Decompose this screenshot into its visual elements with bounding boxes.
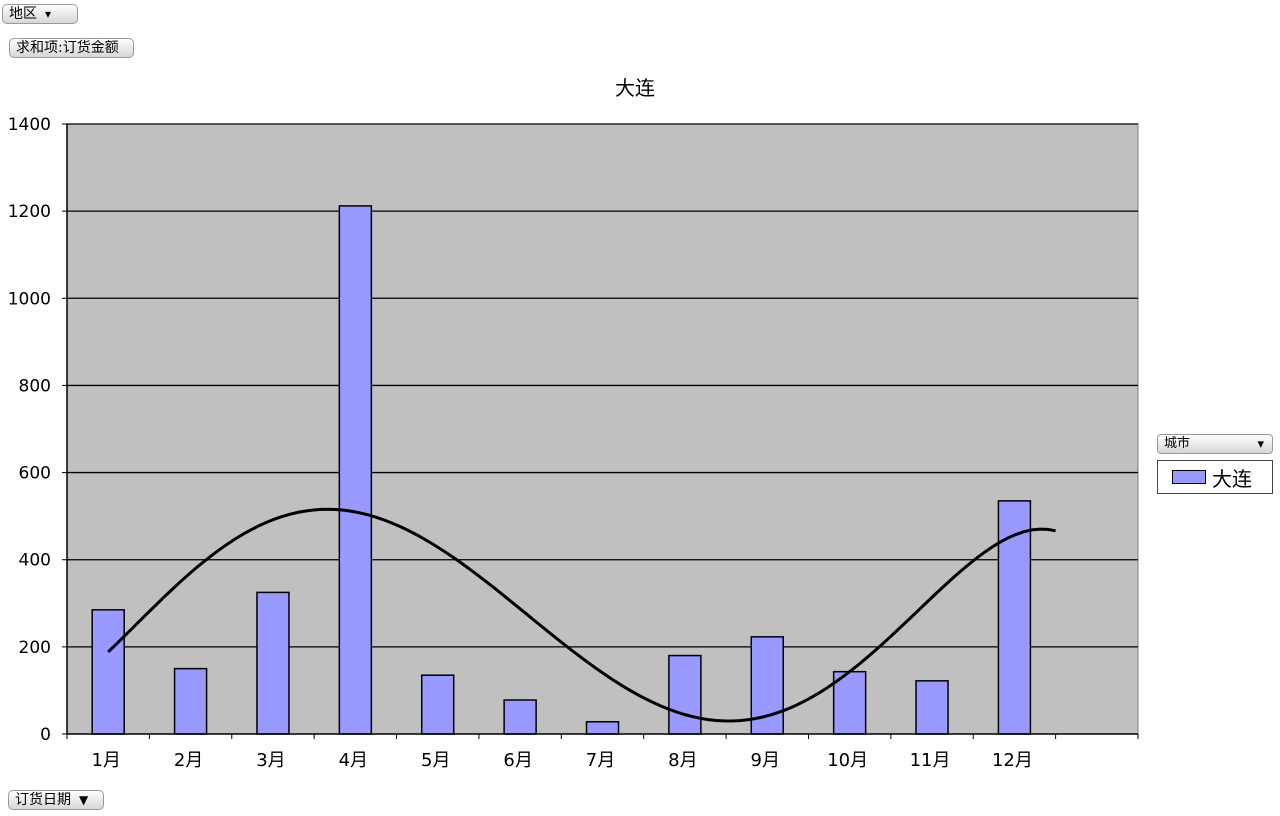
- y-tick-label: 600: [19, 464, 51, 484]
- bar: [668, 654, 702, 735]
- filter-dropdown-icon[interactable]: ▾: [1257, 437, 1264, 452]
- category-field-button[interactable]: 订货日期 ▼: [8, 790, 104, 810]
- x-tick-label: 11月: [910, 750, 951, 771]
- legend-field-button[interactable]: 城市 ▾: [1157, 434, 1273, 454]
- y-tick-label: 0: [40, 725, 51, 745]
- y-tick-label: 1200: [8, 202, 51, 222]
- bar: [338, 205, 373, 735]
- legend-field-label: 城市: [1164, 436, 1191, 451]
- y-tick-label: 200: [19, 638, 51, 658]
- bar: [503, 699, 537, 735]
- plot-area: [66, 123, 1139, 735]
- x-tick-label: 2月: [174, 750, 203, 771]
- y-tick-label: 800: [19, 376, 51, 396]
- plot-background: [66, 123, 1139, 735]
- bar: [915, 680, 949, 735]
- data-field-label: 求和项:订货金额: [16, 40, 119, 56]
- legend: 城市 ▾ 大连: [1157, 434, 1273, 494]
- x-tick-label: 8月: [668, 750, 697, 771]
- x-tick-label: 7月: [586, 750, 615, 771]
- x-tick-label: 12月: [992, 750, 1033, 771]
- legend-swatch: [1172, 470, 1206, 484]
- page-filter-label: 地区: [9, 6, 37, 22]
- y-tick-label: 1400: [8, 115, 51, 135]
- x-tick-label: 5月: [421, 750, 450, 771]
- bar: [585, 721, 620, 735]
- x-tick-label: 9月: [751, 750, 780, 771]
- x-tick-label: 1月: [91, 750, 120, 771]
- y-tick-label: 1000: [8, 289, 51, 309]
- bar: [420, 674, 455, 735]
- page-filter-region[interactable]: 地区 ▾: [2, 4, 78, 24]
- trendline: [107, 507, 1056, 723]
- legend-label: 大连: [1212, 466, 1252, 491]
- chart-title: 大连: [615, 76, 655, 100]
- bar: [173, 667, 208, 735]
- gridlines: [67, 123, 1138, 648]
- y-tick-label: 400: [19, 551, 51, 571]
- x-tick-label: 4月: [339, 750, 368, 771]
- axes: 0 200 400 600 800 1000 1200 1400 1月 2月 3月 4月 5月 6月 7月 8…: [8, 115, 1139, 771]
- bar-series: [91, 205, 1032, 735]
- legend-entry: 大连: [1157, 460, 1273, 494]
- x-tick-label: 3月: [256, 750, 285, 771]
- filter-dropdown-icon[interactable]: ▾: [45, 7, 52, 21]
- category-field-label: 订货日期: [15, 792, 71, 808]
- x-tick-label: 6月: [503, 750, 532, 771]
- dropdown-arrow-icon[interactable]: ▼: [79, 793, 89, 807]
- data-field-button[interactable]: 求和项:订货金额: [9, 38, 134, 58]
- bar: [256, 591, 290, 735]
- bar: [91, 609, 125, 735]
- trendline-layer: [107, 507, 1056, 723]
- x-tick-label: 10月: [827, 750, 868, 771]
